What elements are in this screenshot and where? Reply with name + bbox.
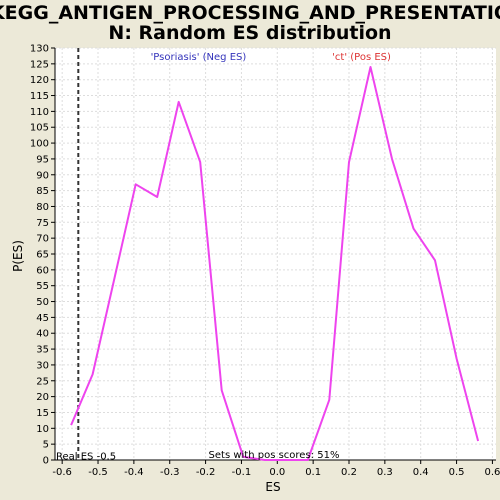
y-tick-label: 10 — [36, 424, 49, 435]
y-tick-label: 120 — [30, 75, 49, 86]
x-tick-label: 0.1 — [305, 467, 321, 478]
y-tick-label: 65 — [36, 250, 49, 261]
y-tick-label: 55 — [36, 281, 49, 292]
y-tick-label: 5 — [43, 440, 49, 451]
x-tick-label: 0.2 — [341, 467, 357, 478]
x-axis-label: ES — [265, 480, 280, 494]
x-tick-label: -0.5 — [88, 467, 108, 478]
x-tick-label: -0.2 — [196, 467, 216, 478]
x-tick-label: -0.4 — [124, 467, 144, 478]
pos-es-label: 'ct' (Pos ES) — [332, 52, 391, 63]
y-tick-label: 90 — [36, 170, 49, 181]
y-tick-label: 45 — [36, 313, 49, 324]
y-tick-label: 40 — [36, 329, 49, 340]
x-tick-label: 0.6 — [484, 467, 500, 478]
y-tick-label: 15 — [36, 408, 49, 419]
y-tick-label: 25 — [36, 376, 49, 387]
chart-title-line2: N: Random ES distribution — [108, 22, 391, 44]
y-tick-label: 80 — [36, 202, 49, 213]
y-tick-label: 95 — [36, 154, 49, 165]
y-tick-label: 125 — [30, 59, 49, 70]
x-tick-label: -0.1 — [232, 467, 252, 478]
y-ticks: 0 5 10 15 20 25 30 35 40 45 50 55 60 65 70 75 80 85 90 95 10… — [30, 44, 55, 467]
x-tick-label: -0.6 — [52, 467, 72, 478]
y-tick-label: 110 — [30, 107, 49, 118]
y-tick-label: 130 — [30, 44, 49, 55]
x-tick-label: 0.3 — [377, 467, 393, 478]
x-ticks: -0.6 -0.5 -0.4 -0.3 -0.2 -0.1 0.0 0.1 0.2 0.3 0.4 0… — [52, 460, 500, 478]
series-layer — [70, 66, 480, 461]
y-tick-label: 85 — [36, 186, 49, 197]
x-tick-label: 0.4 — [413, 467, 429, 478]
grid-lines — [55, 47, 496, 461]
y-tick-label: 105 — [30, 123, 49, 134]
x-tick-label: -0.3 — [160, 467, 180, 478]
y-axis-label: P(ES) — [11, 240, 25, 272]
y-tick-label: 100 — [30, 139, 49, 150]
y-tick-label: 75 — [36, 218, 49, 229]
y-tick-label: 50 — [36, 297, 49, 308]
y-tick-label: 35 — [36, 345, 49, 356]
es-distribution-line — [70, 66, 480, 461]
x-tick-label: 0.0 — [269, 467, 285, 478]
y-tick-label: 30 — [36, 360, 49, 371]
y-tick-label: 115 — [30, 91, 49, 102]
x-tick-label: 0.5 — [449, 467, 465, 478]
y-tick-label: 20 — [36, 392, 49, 403]
real-es-label: Real ES -0.5 — [56, 452, 116, 463]
y-tick-label: 60 — [36, 265, 49, 276]
y-tick-label: 70 — [36, 234, 49, 245]
neg-es-label: 'Psoriasis' (Neg ES) — [151, 52, 247, 63]
pos-scores-text: Sets with pos scores: 51% — [209, 450, 340, 461]
chart-title-line1: KEGG_ANTIGEN_PROCESSING_AND_PRESENTATIO — [0, 2, 500, 24]
y-tick-label: 0 — [43, 456, 49, 467]
